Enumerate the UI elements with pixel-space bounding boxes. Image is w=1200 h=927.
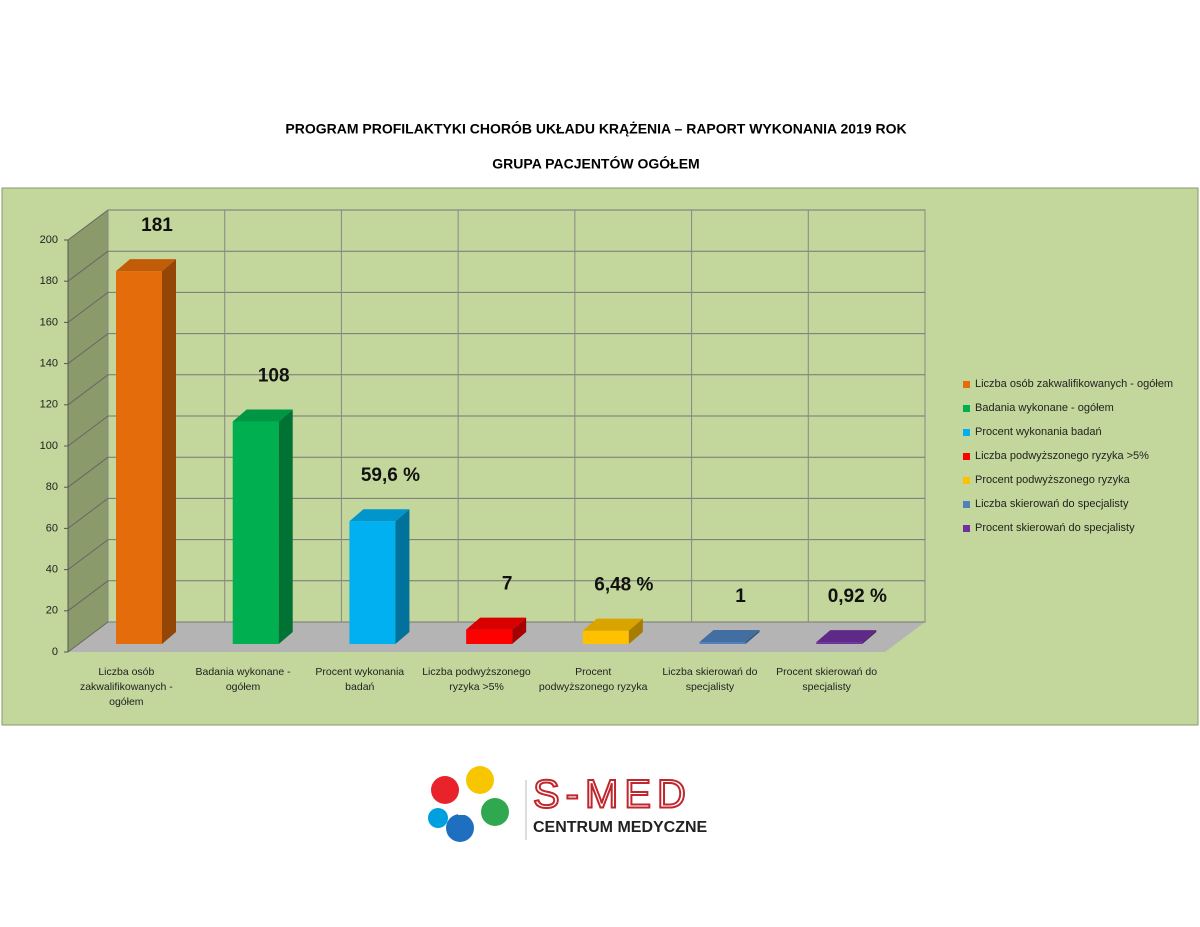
bar-front [116,271,162,644]
chart-subtitle: GRUPA PACJENTÓW OGÓŁEM [492,155,699,172]
legend-swatch [963,477,970,484]
value-label: 0,92 % [828,586,887,607]
y-tick-label: 120 [40,399,58,411]
chart-title: PROGRAM PROFILAKTYKI CHORÓB UKŁADU KRĄŻE… [285,120,906,137]
logo-icon [458,797,476,815]
grid-line [67,415,109,447]
bar-front [349,521,396,644]
bar-top [582,618,643,631]
bar [116,259,176,644]
bar [232,409,293,644]
x-tick-label: Procent podwyższonego ryzyka [538,666,648,693]
bar-front [232,421,279,644]
legend-label: Procent skierowań do specjalisty [975,522,1135,534]
legend-swatch [963,381,970,388]
grid-line [67,497,109,529]
legend-swatch [963,501,970,508]
legend-label: Liczba osób zakwalifikowanych - ogółem [975,378,1174,390]
bar [699,629,760,644]
logo-icon [428,808,448,828]
value-label: 181 [141,215,173,236]
logo-tagline: CENTRUM MEDYCZNE [533,819,708,836]
bar-top [349,509,410,522]
bar [466,617,527,644]
x-tick-label: Liczba skierowań do specjalisty [662,666,758,693]
x-tick-label: Liczba osób zakwalifikowanych - ogółem [79,666,173,708]
legend-label: Liczba skierowań do specjalisty [975,498,1129,510]
legend-swatch [963,405,970,412]
y-tick-label: 180 [40,275,58,287]
bar-top [116,259,176,272]
grid-line [67,621,109,653]
legend-swatch [963,453,970,460]
y-tick-label: 40 [46,564,58,576]
logo-icon [466,766,494,794]
bar-front [816,642,863,644]
bar-front [466,629,513,644]
logo-icon [431,776,459,804]
x-tick-label: Procent skierowań do specjalisty [776,666,878,693]
bar [349,509,410,644]
logo-icon [481,798,509,826]
bar-top [699,629,760,642]
grid-line [67,291,109,323]
x-tick-label: Liczba podwyższonego ryzyka >5% [422,666,531,693]
value-label: 108 [258,366,290,387]
bar-front [582,630,629,644]
y-tick-label: 140 [40,358,58,370]
legend-label: Badania wykonane - ogółem [975,402,1114,414]
bar-side [628,618,643,644]
legend-swatch [963,525,970,532]
y-tick-label: 200 [40,234,58,246]
bar-side [745,629,760,644]
bar-side [395,509,410,644]
grid-line [67,374,109,406]
bar-side [862,630,877,644]
y-tick-label: 80 [46,481,58,493]
grid-line [67,456,109,488]
grid-line [67,333,109,365]
legend-label: Procent wykonania badań [975,426,1102,438]
value-label: 6,48 % [594,575,653,596]
y-tick-label: 60 [46,522,58,534]
value-label: 59,6 % [361,465,420,486]
logo: S-MED CENTRUM MEDYCZNE [428,766,708,842]
legend-swatch [963,429,970,436]
bar-side [278,409,293,644]
value-label: 1 [735,586,746,607]
y-tick-label: 0 [52,646,58,658]
y-tick-label: 160 [40,316,58,328]
bar-front [699,641,746,644]
legend-label: Liczba podwyższonego ryzyka >5% [975,450,1149,462]
logo-icon [446,814,474,842]
grid-line [67,539,109,570]
bar [582,618,643,644]
y-tick-label: 100 [40,440,58,452]
logo-name: S-MED [533,773,692,817]
bar-top [232,409,293,422]
legend-label: Procent podwyższonego ryzyka [975,474,1130,486]
bar-top [816,630,877,643]
y-tick-label: 20 [46,605,58,617]
bar [816,630,877,644]
grid-line [67,209,109,241]
bar-top [466,617,527,630]
bar-side [162,259,176,644]
bar-side [512,617,527,644]
value-label: 7 [502,574,513,595]
x-tick-label: Badania wykonane - ogółem [195,666,291,693]
grid-line [67,580,109,612]
x-tick-label: Procent wykonania badań [315,666,405,693]
grid-line [67,250,109,282]
